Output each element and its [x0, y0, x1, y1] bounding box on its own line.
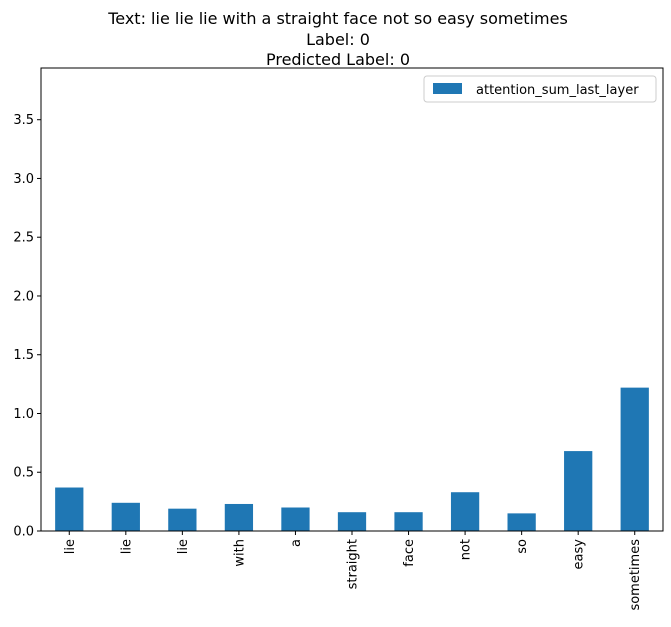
x-tick-label-1: lie	[119, 539, 134, 554]
x-tick-label-6: face	[402, 539, 417, 567]
x-tick-label-4: a	[289, 539, 304, 547]
y-tick-label-0: 0.0	[13, 525, 34, 540]
x-tick-label-7: not	[459, 539, 474, 560]
legend: attention_sum_last_layer	[423, 75, 657, 103]
x-tick-label-10: sometimes	[628, 539, 643, 611]
x-tick-label-3: with	[232, 539, 247, 567]
legend-frame	[423, 75, 657, 103]
x-tick-label-9: easy	[572, 539, 587, 570]
x-tick-label-2: lie	[176, 539, 191, 554]
chart-title: Text: lie lie lie with a straight face n…	[107, 9, 568, 69]
legend-swatch	[433, 83, 462, 94]
y-tick-label-2: 1.0	[13, 407, 34, 422]
y-tick-label-5: 2.5	[13, 231, 34, 246]
bar-0	[55, 487, 84, 531]
bar-5	[337, 512, 367, 531]
bar-10	[620, 387, 649, 531]
bar-1	[111, 502, 140, 531]
chart-title-line-2: Label: 0	[306, 30, 370, 49]
chart-title-line-1: Text: lie lie lie with a straight face n…	[107, 9, 568, 28]
x-tick-label-0: lie	[63, 539, 78, 554]
y-tick-label-4: 2.0	[13, 289, 34, 304]
bar-3	[224, 503, 254, 531]
bar-8	[507, 513, 536, 531]
bar-4	[281, 507, 310, 531]
x-tick-label-5: straight	[346, 539, 361, 589]
bars-group	[55, 387, 649, 531]
y-tick-label-6: 3.0	[13, 172, 34, 187]
x-tick-label-8: so	[515, 539, 530, 554]
y-axis: 0.0 0.5 1.0 1.5 2.0 2.5 3.0 3.5	[13, 113, 41, 540]
y-tick-label-1: 0.5	[13, 466, 34, 481]
bar-2	[168, 508, 197, 531]
bar-9	[564, 451, 593, 531]
chart-title-line-3: Predicted Label: 0	[266, 50, 410, 69]
bar-6	[394, 512, 423, 531]
y-tick-label-3: 1.5	[13, 348, 34, 363]
plot-frame	[40, 67, 664, 532]
bar-7	[450, 492, 480, 531]
x-axis: lie lie lie with a straight face not so easy somet…	[63, 531, 643, 611]
y-tick-label-7: 3.5	[13, 113, 34, 128]
legend-label: attention_sum_last_layer	[476, 83, 639, 98]
